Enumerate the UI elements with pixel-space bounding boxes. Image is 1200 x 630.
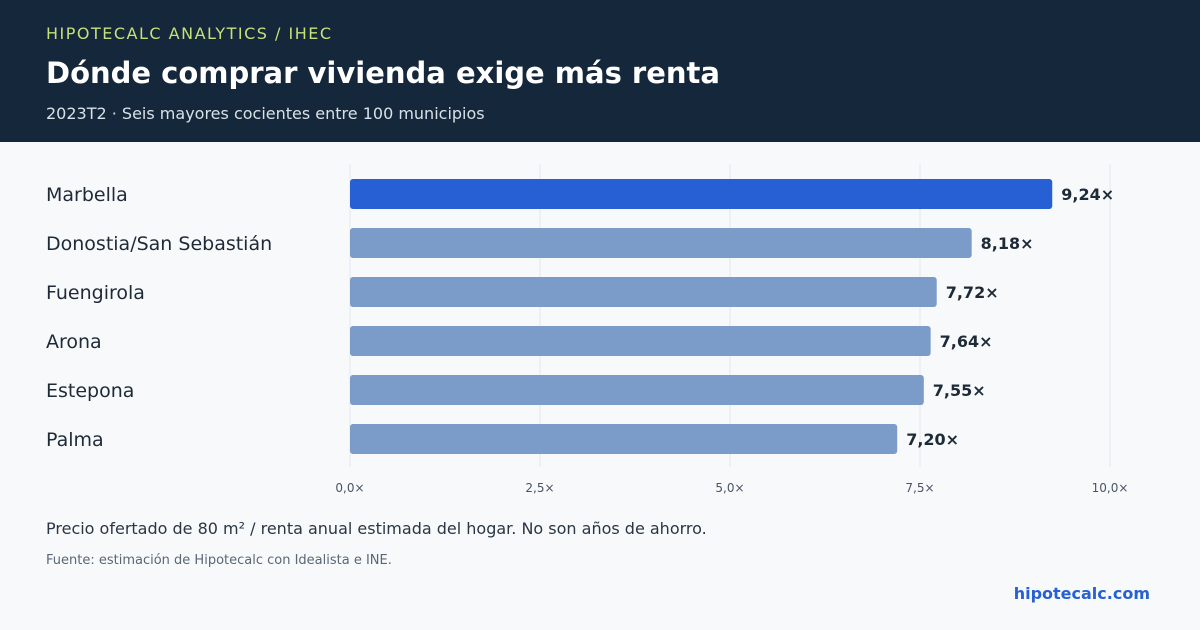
x-tick-label: 5,0× (715, 481, 744, 495)
x-tick-label: 7,5× (905, 481, 934, 495)
category-label: Marbella (46, 184, 128, 206)
x-tick-label: 10,0× (1092, 481, 1129, 495)
bar-chart: 0,0× 2,5× 5,0× 7,5× 10,0× Marbella 9,24× Donost… (46, 164, 1129, 495)
value-label: 9,24× (1061, 185, 1114, 204)
bar (350, 277, 937, 307)
value-label: 8,18× (981, 234, 1034, 253)
category-label: Donostia/San Sebastián (46, 233, 272, 255)
bar (350, 179, 1053, 209)
category-label: Fuengirola (46, 282, 145, 304)
header-kicker: HIPOTECALC ANALYTICS / IHEC (46, 24, 333, 43)
bar (350, 424, 898, 454)
header-banner: HIPOTECALC ANALYTICS / IHEC Dónde compra… (0, 0, 1200, 142)
bar (350, 375, 924, 405)
x-tick-label: 2,5× (525, 481, 554, 495)
page-subtitle: 2023T2 · Seis mayores cocientes entre 10… (46, 104, 485, 123)
category-label: Arona (46, 331, 102, 353)
category-label: Estepona (46, 380, 134, 402)
bar (350, 326, 931, 356)
x-tick-label: 0,0× (335, 481, 364, 495)
value-label: 7,20× (906, 430, 959, 449)
site-link[interactable]: hipotecalc.com (1013, 584, 1150, 603)
value-label: 7,64× (940, 332, 993, 351)
category-label: Palma (46, 429, 104, 451)
value-label: 7,55× (933, 381, 986, 400)
value-label: 7,72× (946, 283, 999, 302)
bar (350, 228, 972, 258)
chart-note: Precio ofertado de 80 m² / renta anual e… (46, 519, 707, 538)
page-title: Dónde comprar vivienda exige más renta (46, 56, 720, 90)
chart-source: Fuente: estimación de Hipotecalc con Ide… (46, 553, 392, 568)
